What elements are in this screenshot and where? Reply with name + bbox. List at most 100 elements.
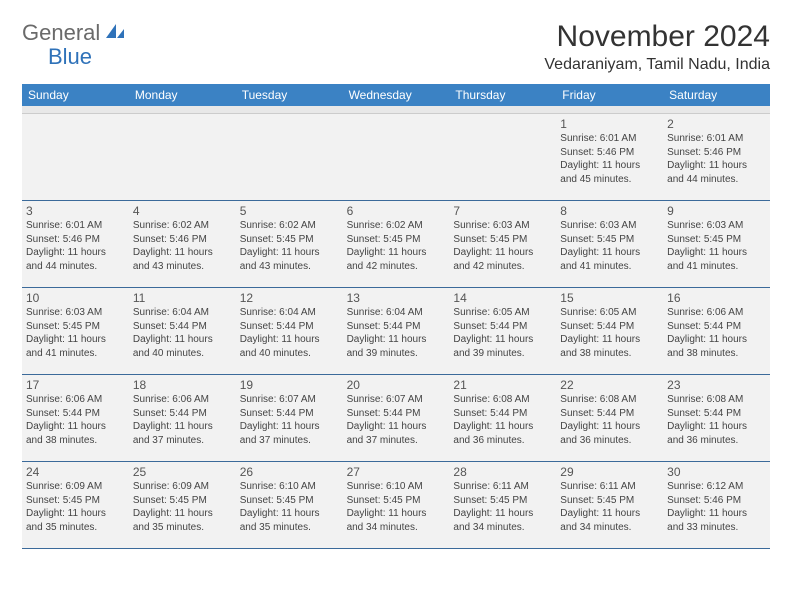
day-day1: Daylight: 11 hours	[347, 333, 446, 347]
day-day2: and 35 minutes.	[26, 521, 125, 535]
day-sunset: Sunset: 5:45 PM	[240, 233, 339, 247]
week-row: 24Sunrise: 6:09 AMSunset: 5:45 PMDayligh…	[22, 462, 770, 549]
day-number: 1	[560, 117, 659, 131]
day-day1: Daylight: 11 hours	[560, 246, 659, 260]
day-sunrise: Sunrise: 6:12 AM	[667, 480, 766, 494]
day-number: 3	[26, 204, 125, 218]
day-cell: 17Sunrise: 6:06 AMSunset: 5:44 PMDayligh…	[22, 375, 129, 461]
day-cell: 5Sunrise: 6:02 AMSunset: 5:45 PMDaylight…	[236, 201, 343, 287]
week-row: 17 Sunrise: 6:06 AM Sunset: 5:44 PM Dayligh…	[22, 375, 770, 462]
day-sunrise: Sunrise: 6:06 AM	[133, 393, 232, 407]
day-number: 23	[667, 378, 766, 392]
day-sunrise: Sunrise: 6:09 AM	[26, 480, 125, 494]
day-sunset: Sunset: 5:44 PM	[667, 407, 766, 421]
day-sunset: Sunset: 5:46 PM	[26, 233, 125, 247]
day-day1: Daylight: 11 hours	[453, 420, 552, 434]
day-sunrise: Sunrise: 6:08 AM	[667, 393, 766, 407]
day-sunrise: Sunrise: 6:11 AM	[560, 480, 659, 494]
day-sunrise: Sunrise: 6:03 AM	[26, 306, 125, 320]
day-day1: Daylight: 11 hours	[453, 333, 552, 347]
day-sunrise: Sunrise: 6:08 AM	[453, 393, 552, 407]
day-sunrise: Sunrise: 6:03 AM	[667, 219, 766, 233]
day-sunrise: Sunrise: 6:02 AM	[133, 219, 232, 233]
day-sunrise: Sunrise: 6:04 AM	[240, 306, 339, 320]
day-number: 20	[347, 378, 446, 392]
day-day1: Daylight: 11 hours	[240, 333, 339, 347]
day-day2: and 39 minutes.	[347, 347, 446, 361]
day-cell: 9Sunrise: 6:03 AMSunset: 5:45 PMDaylight…	[663, 201, 770, 287]
day-sunrise: Sunrise: 6:04 AM	[347, 306, 446, 320]
logo-text-general: General	[22, 20, 100, 46]
week-row: 10Sunrise: 6:03 AMSunset: 5:45 PMDayligh…	[22, 288, 770, 375]
day-number: 25	[133, 465, 232, 479]
day-day2: and 34 minutes.	[347, 521, 446, 535]
day-day2: and 38 minutes.	[667, 347, 766, 361]
day-cell: 11Sunrise: 6:04 AMSunset: 5:44 PMDayligh…	[129, 288, 236, 374]
day-sunset: Sunset: 5:45 PM	[667, 233, 766, 247]
header: General Blue November 2024 Vedaraniyam, …	[22, 20, 770, 74]
day-sunset: Sunset: 5:44 PM	[26, 407, 125, 421]
day-day2: and 44 minutes.	[26, 260, 125, 274]
day-day1: Daylight: 11 hours	[133, 246, 232, 260]
day-cell: 24Sunrise: 6:09 AMSunset: 5:45 PMDayligh…	[22, 462, 129, 548]
day-cell: 1Sunrise: 6:01 AMSunset: 5:46 PMDaylight…	[556, 114, 663, 200]
day-sunset: Sunset: 5:44 PM	[347, 320, 446, 334]
day-cell: 25Sunrise: 6:09 AMSunset: 5:45 PMDayligh…	[129, 462, 236, 548]
day-sunrise: Sunrise: 6:08 AM	[560, 393, 659, 407]
day-day2: and 34 minutes.	[453, 521, 552, 535]
day-number: 11	[133, 291, 232, 305]
day-sunset: Sunset: 5:45 PM	[133, 494, 232, 508]
day-cell: 22Sunrise: 6:08 AMSunset: 5:44 PMDayligh…	[556, 375, 663, 461]
day-day1: Daylight: 11 hours	[133, 420, 232, 434]
day-sunrise: Sunrise: 6:06 AM	[667, 306, 766, 320]
day-sunrise: Sunrise: 6:07 AM	[240, 393, 339, 407]
day-cell: 29Sunrise: 6:11 AMSunset: 5:45 PMDayligh…	[556, 462, 663, 548]
day-cell: 19Sunrise: 6:07 AMSunset: 5:44 PMDayligh…	[236, 375, 343, 461]
day-day1: Daylight: 11 hours	[347, 246, 446, 260]
day-sunset: Sunset: 5:44 PM	[347, 407, 446, 421]
day-cell: 27Sunrise: 6:10 AMSunset: 5:45 PMDayligh…	[343, 462, 450, 548]
day-cell-empty	[343, 114, 450, 200]
day-day2: and 41 minutes.	[560, 260, 659, 274]
day-sunset: Sunset: 5:44 PM	[133, 320, 232, 334]
week-row: 1Sunrise: 6:01 AMSunset: 5:46 PMDaylight…	[22, 114, 770, 201]
day-day2: and 43 minutes.	[133, 260, 232, 274]
weeks-container: 1Sunrise: 6:01 AMSunset: 5:46 PMDaylight…	[22, 114, 770, 549]
day-number: 14	[453, 291, 552, 305]
day-number: 27	[347, 465, 446, 479]
day-sunset: Sunset: 5:45 PM	[26, 494, 125, 508]
day-day1: Daylight: 11 hours	[133, 333, 232, 347]
day-sunset: Sunset: 5:44 PM	[667, 320, 766, 334]
day-day1: Daylight: 11 hours	[26, 246, 125, 260]
day-cell: 18Sunrise: 6:06 AMSunset: 5:44 PMDayligh…	[129, 375, 236, 461]
logo-sail-icon	[104, 22, 126, 45]
day-number: 6	[347, 204, 446, 218]
day-day2: and 36 minutes.	[453, 434, 552, 448]
day-day2: and 37 minutes.	[240, 434, 339, 448]
day-day2: and 34 minutes.	[560, 521, 659, 535]
day-day1: Daylight: 11 hours	[667, 246, 766, 260]
day-sunset: Sunset: 5:45 PM	[26, 320, 125, 334]
day-day2: and 38 minutes.	[26, 434, 125, 448]
day-day1: Daylight: 11 hours	[26, 333, 125, 347]
day-number: 26	[240, 465, 339, 479]
day-day2: and 43 minutes.	[240, 260, 339, 274]
day-number: 4	[133, 204, 232, 218]
day-sunset: Sunset: 5:45 PM	[453, 494, 552, 508]
weekday-header: Thursday	[449, 84, 556, 106]
day-day1: Daylight: 11 hours	[453, 246, 552, 260]
day-sunrise: Sunrise: 6:01 AM	[667, 132, 766, 146]
weekday-header: Saturday	[663, 84, 770, 106]
day-day1: Daylight: 11 hours	[26, 507, 125, 521]
day-number: 17	[26, 378, 125, 392]
day-number: 16	[667, 291, 766, 305]
day-sunrise: Sunrise: 6:11 AM	[453, 480, 552, 494]
day-number: 21	[453, 378, 552, 392]
day-cell: 6Sunrise: 6:02 AMSunset: 5:45 PMDaylight…	[343, 201, 450, 287]
day-day2: and 39 minutes.	[453, 347, 552, 361]
day-sunset: Sunset: 5:44 PM	[560, 320, 659, 334]
day-cell: 26Sunrise: 6:10 AMSunset: 5:45 PMDayligh…	[236, 462, 343, 548]
day-number: 22	[560, 378, 659, 392]
day-number: 2	[667, 117, 766, 131]
day-day2: and 33 minutes.	[667, 521, 766, 535]
